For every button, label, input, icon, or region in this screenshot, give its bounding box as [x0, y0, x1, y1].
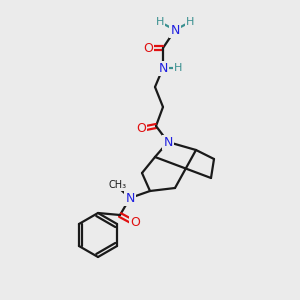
Text: H: H — [186, 17, 194, 27]
Text: N: N — [125, 191, 135, 205]
Text: O: O — [136, 122, 146, 136]
Text: N: N — [163, 136, 173, 148]
Text: H: H — [174, 63, 182, 73]
Text: H: H — [156, 17, 164, 27]
Text: O: O — [130, 215, 140, 229]
Text: O: O — [143, 41, 153, 55]
Text: N: N — [158, 61, 168, 74]
Text: N: N — [170, 23, 180, 37]
Text: CH₃: CH₃ — [109, 180, 127, 190]
